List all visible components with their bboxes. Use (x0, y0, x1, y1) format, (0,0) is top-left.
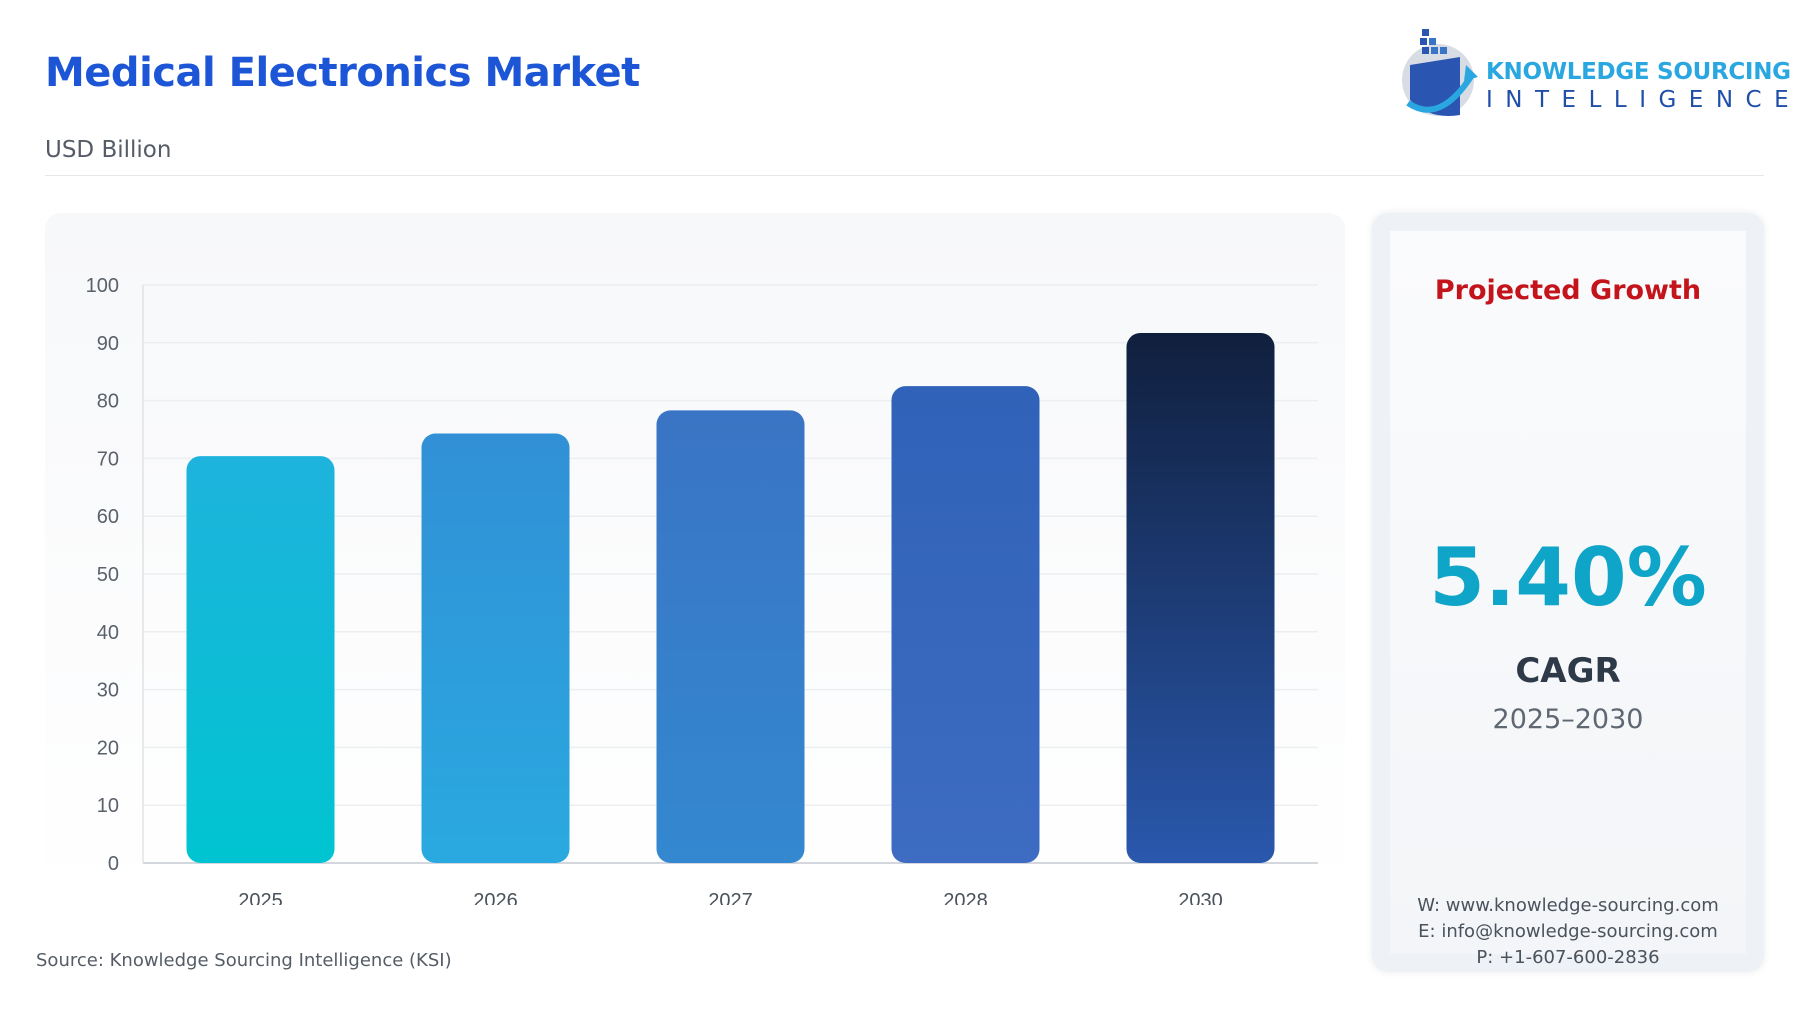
y-tick-label: 30 (97, 680, 119, 702)
bar-2027 (656, 410, 805, 863)
cagr-period: 2025–2030 (1492, 704, 1644, 735)
bar-2028 (891, 386, 1040, 863)
y-tick-label: 40 (97, 622, 119, 644)
x-tick-label: 2025 (238, 890, 283, 905)
chart-card: 0 10 20 30 40 50 60 70 80 90 100 2025 2026 2027 2028 20… (45, 213, 1345, 905)
y-tick-label: 0 (108, 853, 119, 875)
y-tick-label: 10 (97, 795, 119, 817)
y-tick-label: 80 (97, 391, 119, 413)
contact-email: E: info@knowledge-sourcing.com (1418, 921, 1718, 942)
contact-phone: P: +1-607-600-2836 (1476, 947, 1660, 968)
y-tick-label: 60 (97, 506, 119, 528)
source-note: Source: Knowledge Sourcing Intelligence … (36, 950, 452, 971)
y-tick-label: 100 (86, 275, 119, 297)
logo-text-line1: KNOWLEDGE SOURCING (1486, 59, 1791, 85)
cagr-value: 5.40% (1429, 531, 1707, 624)
y-tick-label: 70 (97, 448, 119, 470)
x-tick-label: 2027 (708, 890, 753, 905)
bar-2030 (1126, 332, 1275, 863)
cagr-label: CAGR (1515, 651, 1621, 691)
contact-website: W: www.knowledge-sourcing.com (1417, 895, 1719, 916)
x-tick-label: 2026 (473, 890, 518, 905)
y-tick-label: 50 (97, 564, 119, 586)
divider (45, 175, 1764, 176)
y-tick-label: 90 (97, 333, 119, 355)
x-tick-label: 2028 (943, 890, 988, 905)
growth-panel: Projected Growth 5.40% CAGR 2025–2030 W:… (1372, 213, 1764, 972)
x-tick-label: 2030 (1178, 890, 1223, 905)
logo: KNOWLEDGE SOURCING INTELLIGENCE (1400, 25, 1791, 120)
y-tick-label: 20 (97, 737, 119, 759)
logo-text-line2: INTELLIGENCE (1486, 87, 1800, 113)
projected-growth-heading: Projected Growth (1434, 275, 1702, 306)
bar-2026 (421, 433, 570, 863)
bar-2025 (186, 456, 335, 863)
unit-label: USD Billion (45, 137, 172, 163)
chart-title: Medical Electronics Market (45, 50, 640, 96)
logo-icon (1402, 29, 1478, 116)
